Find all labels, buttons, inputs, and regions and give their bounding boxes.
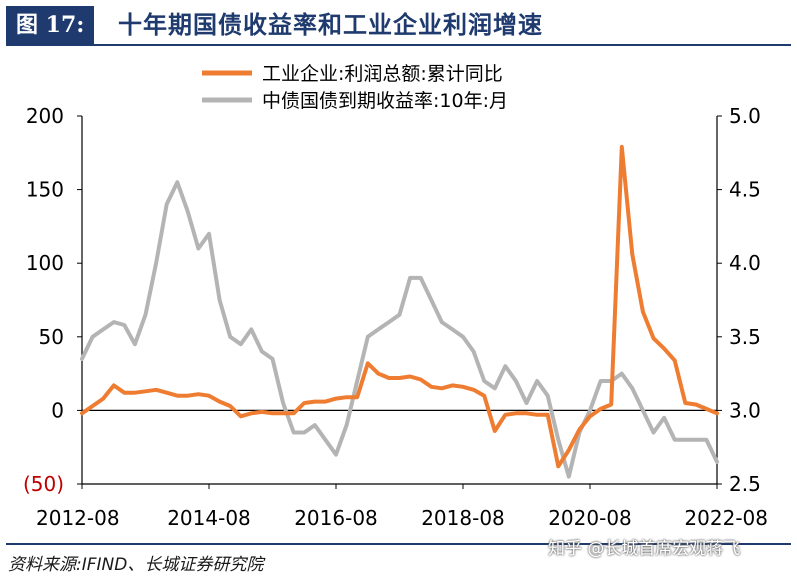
right-axis-tick-label: 2.5 xyxy=(729,472,761,496)
figure-header: 图 17: 十年期国债收益率和工业企业利润增速 xyxy=(6,6,791,46)
watermark: 知乎 @长城首席宏观蒋飞 xyxy=(548,539,741,559)
bond-yield-line xyxy=(80,180,719,479)
profit-growth-line xyxy=(80,144,719,469)
figure-number-label: 图 17: xyxy=(6,6,95,44)
legend-label: 中债国债到期收益率:10年:月 xyxy=(262,90,508,112)
x-axis-tick-label: 2016-08 xyxy=(294,506,378,530)
right-axis-tick-label: 4.0 xyxy=(729,251,761,275)
left-axis-tick-label: 150 xyxy=(26,178,64,202)
x-axis-tick-label: 2012-08 xyxy=(36,506,120,530)
right-axis-tick-label: 3.0 xyxy=(729,398,761,422)
right-axis-tick-label: 5.0 xyxy=(729,104,761,128)
source-divider xyxy=(6,543,791,545)
source-note: 资料来源:IFIND、长城证券研究院 xyxy=(8,555,264,575)
left-axis-tick-label: 0 xyxy=(51,398,64,422)
x-axis-tick-label: 2020-08 xyxy=(548,506,632,530)
chart-title: 十年期国债收益率和工业企业利润增速 xyxy=(118,11,543,39)
left-axis-tick-label: 50 xyxy=(39,325,64,349)
left-axis-tick-label: 100 xyxy=(26,251,64,275)
right-axis-tick-label: 3.5 xyxy=(729,325,761,349)
left-axis-tick-label: 200 xyxy=(26,104,64,128)
x-axis-tick-label: 2018-08 xyxy=(421,506,505,530)
series-layer xyxy=(80,144,719,479)
x-axis-tick-label: 2022-08 xyxy=(684,506,768,530)
x-axis-tick-label: 2014-08 xyxy=(167,506,251,530)
right-axis-tick-label: 4.5 xyxy=(729,178,761,202)
legend-label: 工业企业:利润总额:累计同比 xyxy=(262,63,503,85)
left-axis-tick-label: (50) xyxy=(23,472,64,496)
axes-layer: (50) 0 50 100 150 200 2.5 3.0 3.5 4.0 4.5 5.0 2012-0… xyxy=(23,104,768,530)
